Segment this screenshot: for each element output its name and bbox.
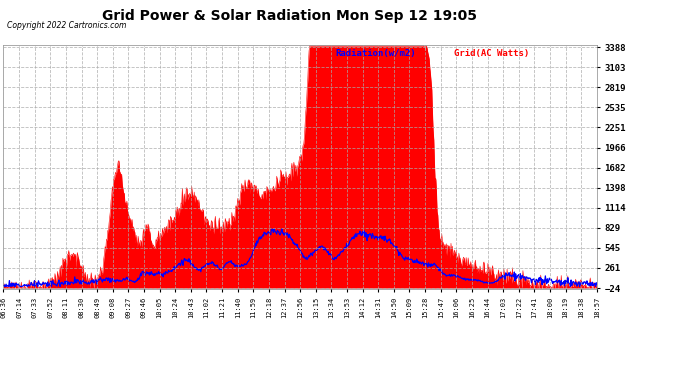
Text: Radiation(w/m2): Radiation(w/m2) [336,49,416,58]
Text: Copyright 2022 Cartronics.com: Copyright 2022 Cartronics.com [7,21,126,30]
Text: Grid Power & Solar Radiation Mon Sep 12 19:05: Grid Power & Solar Radiation Mon Sep 12 … [102,9,477,23]
Text: Grid(AC Watts): Grid(AC Watts) [455,49,530,58]
